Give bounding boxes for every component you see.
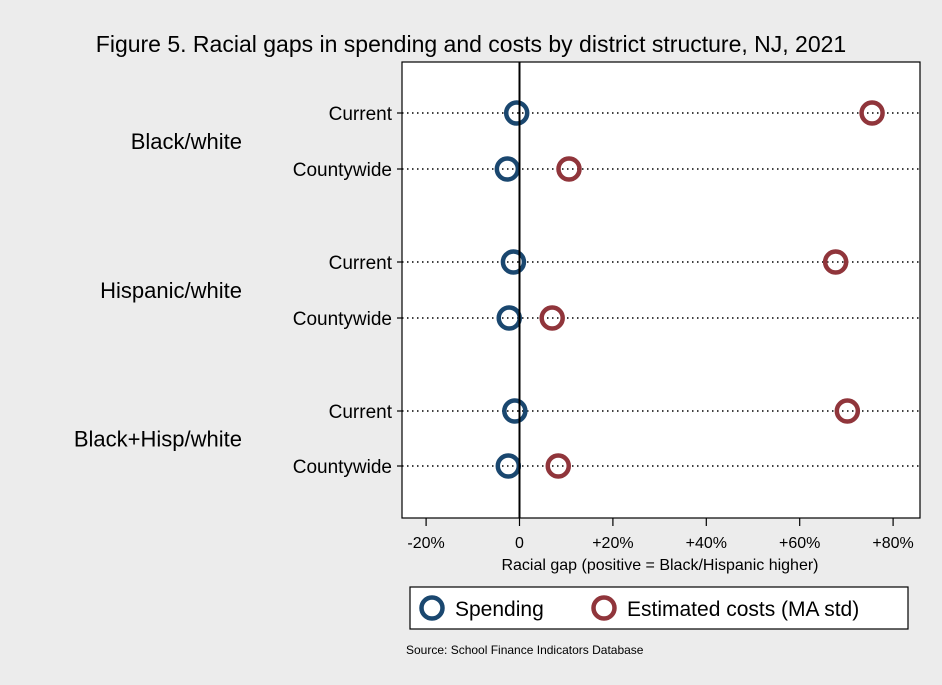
x-tick-label: +20% bbox=[592, 535, 633, 552]
row-label: Current bbox=[329, 402, 393, 423]
point-spending bbox=[503, 100, 530, 126]
legend-label-costs: Estimated costs (MA std) bbox=[627, 598, 859, 621]
legend-label-spending: Spending bbox=[455, 598, 544, 621]
x-tick-label: -20% bbox=[407, 535, 444, 552]
plot-area bbox=[401, 61, 921, 519]
point-costs bbox=[859, 100, 885, 126]
point-costs bbox=[822, 249, 849, 275]
x-axis-label: Racial gap (positive = Black/Hispanic hi… bbox=[501, 557, 818, 574]
point-costs bbox=[556, 156, 582, 182]
x-tick-label: +40% bbox=[686, 535, 727, 552]
legend-box bbox=[409, 586, 909, 630]
point-spending bbox=[502, 398, 528, 424]
group-label: Hispanic/white bbox=[100, 278, 242, 303]
legend: Spending Estimated costs (MA std) bbox=[409, 586, 909, 630]
row-label: Countywide bbox=[293, 160, 392, 181]
point-spending bbox=[500, 249, 527, 275]
legend-marker-spending bbox=[419, 595, 445, 621]
legend-marker-costs bbox=[591, 595, 617, 621]
row-label: Countywide bbox=[293, 309, 392, 330]
row-label: Countywide bbox=[293, 457, 392, 478]
x-tick-label: 0 bbox=[515, 535, 524, 552]
row-label: Current bbox=[329, 253, 393, 274]
group-label: Black+Hisp/white bbox=[74, 427, 242, 452]
x-tick-label: +60% bbox=[779, 535, 820, 552]
point-costs bbox=[834, 398, 861, 424]
point-costs bbox=[539, 305, 565, 331]
point-spending bbox=[494, 156, 521, 182]
x-tick-label: +80% bbox=[872, 535, 913, 552]
source-note: Source: School Finance Indicators Databa… bbox=[406, 643, 644, 657]
chart-title: Figure 5. Racial gaps in spending and co… bbox=[96, 31, 846, 57]
point-costs bbox=[545, 453, 572, 479]
group-label: Black/white bbox=[131, 129, 242, 154]
row-label: Current bbox=[329, 104, 393, 125]
